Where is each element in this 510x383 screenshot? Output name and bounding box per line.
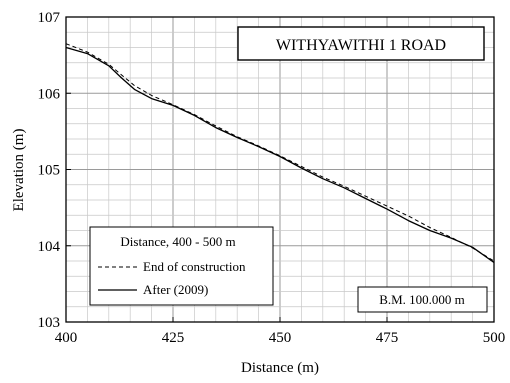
series-line-after-2009 xyxy=(65,46,495,264)
axis-ticks: 400 425 450 475 500 103 104 105 106 107 xyxy=(38,10,506,346)
y-tick-label: 107 xyxy=(38,10,61,26)
x-tick-label: 500 xyxy=(483,330,506,346)
x-tick-label: 400 xyxy=(55,330,78,346)
y-axis-label: Elevation (m) xyxy=(11,129,27,212)
y-tick-label: 103 xyxy=(38,315,61,331)
legend-box xyxy=(89,226,274,306)
x-tick-label: 450 xyxy=(269,330,292,346)
x-axis-label: Distance (m) xyxy=(241,360,319,376)
y-tick-label: 104 xyxy=(38,239,61,255)
y-tick-label: 105 xyxy=(38,163,61,179)
legend-label-after-2009: After (2009) xyxy=(143,282,208,297)
annotation-box xyxy=(357,286,488,313)
title-box xyxy=(237,26,485,61)
series-lines xyxy=(65,43,495,264)
x-tick-label: 425 xyxy=(162,330,185,346)
x-tick-label: 475 xyxy=(376,330,399,346)
chart-title: WITHYAWITHI 1 ROAD xyxy=(276,37,446,54)
legend-label-end-of-construction: End of construction xyxy=(143,259,246,274)
series-line-end-of-construction xyxy=(65,43,495,262)
y-tick-label: 106 xyxy=(38,86,61,102)
benchmark-annotation: B.M. 100.000 m xyxy=(379,292,465,307)
legend-title: Distance, 400 - 500 m xyxy=(120,234,235,249)
